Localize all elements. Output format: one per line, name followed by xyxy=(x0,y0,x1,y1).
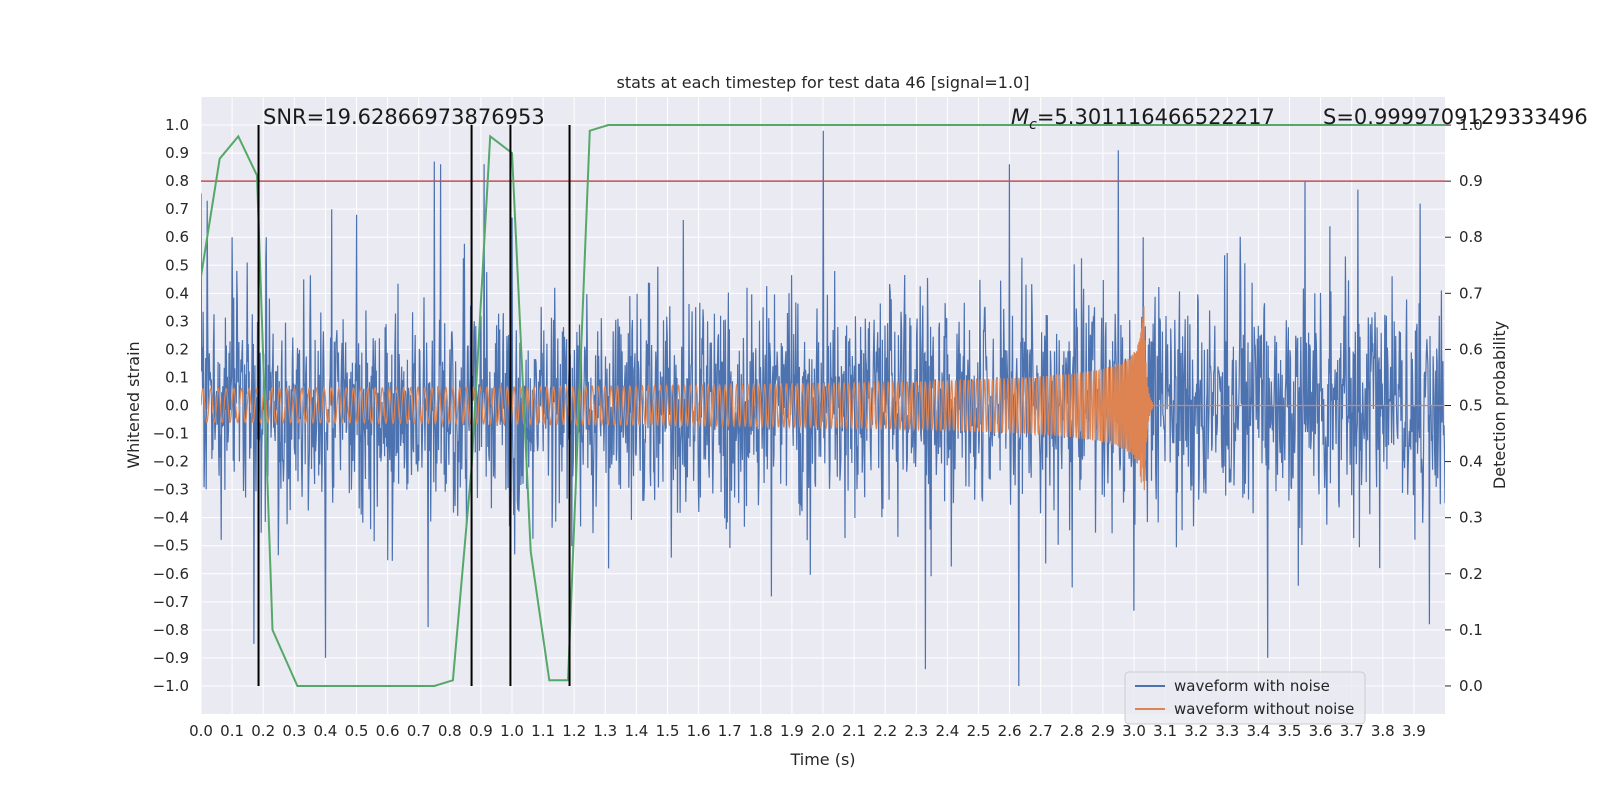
x-tick-label: 3.4 xyxy=(1246,722,1270,740)
y-tick-label: −0.1 xyxy=(153,425,189,443)
chart-title: stats at each timestep for test data 46 … xyxy=(617,73,1030,92)
clean-waveform-line xyxy=(201,306,1445,491)
x-tick-label: 3.8 xyxy=(1371,722,1395,740)
y-tick-label: −0.5 xyxy=(153,537,189,555)
x-tick-label: 0.7 xyxy=(407,722,431,740)
x-tick-label: 2.6 xyxy=(998,722,1022,740)
x-tick-label: 3.5 xyxy=(1278,722,1302,740)
x-tick-label: 1.5 xyxy=(656,722,680,740)
legend: waveform with noise waveform without noi… xyxy=(1124,671,1366,725)
x-tick-label: 0.5 xyxy=(345,722,369,740)
x-tick-label: 2.0 xyxy=(811,722,835,740)
y-tick-label: 0.9 xyxy=(165,144,189,162)
y-tick-label: −0.7 xyxy=(153,593,189,611)
x-tick-label: 0.2 xyxy=(251,722,275,740)
y-right-tick-label: 0.2 xyxy=(1459,565,1483,583)
x-tick-label: 1.6 xyxy=(687,722,711,740)
x-tick-label: 2.4 xyxy=(935,722,959,740)
x-tick-label: 0.9 xyxy=(469,722,493,740)
x-tick-label: 1.1 xyxy=(531,722,555,740)
y-tick-label: −0.8 xyxy=(153,621,189,639)
chirp-mass-annotation: Mc=5.301116466522217 xyxy=(1011,105,1275,133)
y-axis-label: Whitened strain xyxy=(124,341,143,468)
y-tick-label: 0.6 xyxy=(165,228,189,246)
x-tick-label: 2.5 xyxy=(967,722,991,740)
x-tick-label: 0.3 xyxy=(282,722,306,740)
x-tick-label: 3.2 xyxy=(1184,722,1208,740)
x-tick-label: 3.3 xyxy=(1215,722,1239,740)
x-axis-label: Time (s) xyxy=(789,750,855,769)
x-tick-label: 3.0 xyxy=(1122,722,1146,740)
y-right-tick-label: 0.6 xyxy=(1459,340,1483,358)
y-tick-label: −0.6 xyxy=(153,565,189,583)
x-tick-label: 1.4 xyxy=(624,722,648,740)
y-right-tick-label: 1.0 xyxy=(1459,116,1483,134)
y-tick-label: −0.3 xyxy=(153,481,189,499)
y-axis-ticks: 1.0 0.9 0.8 0.7 0.6 0.5 0.4 0.3 0.2 0.1 0.0 −0.1 −0.… xyxy=(153,116,189,695)
y-tick-label: −0.9 xyxy=(153,649,189,667)
x-tick-label: 3.9 xyxy=(1402,722,1426,740)
y-tick-label: 0.4 xyxy=(165,284,189,302)
snr-annotation: SNR=19.62866973876953 xyxy=(263,105,545,129)
y-tick-label: −1.0 xyxy=(153,677,189,695)
x-tick-label: 0.6 xyxy=(376,722,400,740)
y-tick-label: −0.4 xyxy=(153,509,189,527)
legend-label-clean: waveform without noise xyxy=(1174,700,1354,718)
x-tick-label: 2.8 xyxy=(1060,722,1084,740)
x-tick-label: 1.8 xyxy=(749,722,773,740)
y-tick-label: 0.8 xyxy=(165,172,189,190)
chirp-mass-symbol: M xyxy=(1011,105,1029,129)
x-tick-label: 0.8 xyxy=(438,722,462,740)
y-tick-label: 0.0 xyxy=(165,397,189,415)
x-tick-label: 3.1 xyxy=(1153,722,1177,740)
x-tick-label: 1.3 xyxy=(593,722,617,740)
y-tick-label: 1.0 xyxy=(165,116,189,134)
x-tick-label: 3.7 xyxy=(1340,722,1364,740)
y-tick-label: 0.5 xyxy=(165,256,189,274)
legend-label-noise: waveform with noise xyxy=(1174,677,1330,695)
x-tick-label: 2.2 xyxy=(873,722,897,740)
series-layer xyxy=(201,124,1445,687)
legend-box xyxy=(1124,671,1366,725)
y-right-tick-label: 0.3 xyxy=(1459,509,1483,527)
x-tick-label: 0.4 xyxy=(313,722,337,740)
x-tick-label: 2.7 xyxy=(1029,722,1053,740)
x-tick-label: 1.9 xyxy=(780,722,804,740)
y-tick-label: 0.7 xyxy=(165,200,189,218)
chirp-mass-subscript: c xyxy=(1029,117,1037,133)
y-right-tick-label: 0.5 xyxy=(1459,397,1483,415)
x-tick-label: 1.2 xyxy=(562,722,586,740)
y-tick-label: 0.3 xyxy=(165,312,189,330)
x-tick-label: 1.0 xyxy=(500,722,524,740)
y-axis-right-label: Detection probability xyxy=(1490,321,1509,489)
x-tick-label: 0.0 xyxy=(189,722,213,740)
x-axis-ticks: 0.0 0.1 0.2 0.3 0.4 0.5 0.6 0.7 0.8 0.9 1.0 1.1 1.2 1… xyxy=(189,722,1426,740)
y-tick-label: −0.2 xyxy=(153,453,189,471)
y-right-tick-label: 0.4 xyxy=(1459,453,1483,471)
y-right-tick-label: 0.8 xyxy=(1459,228,1483,246)
y-right-tick-label: 0.7 xyxy=(1459,284,1483,302)
noisy-waveform-line xyxy=(201,130,1445,687)
x-tick-label: 2.1 xyxy=(842,722,866,740)
y-tick-label: 0.1 xyxy=(165,368,189,386)
score-annotation: S=0.9999709129333496 xyxy=(1323,105,1588,129)
y-tick-label: 0.2 xyxy=(165,340,189,358)
y-axis-right-ticks: 1.0 0.9 0.8 0.7 0.6 0.5 0.4 0.3 0.2 0.1 0.0 xyxy=(1445,116,1483,695)
x-tick-label: 2.9 xyxy=(1091,722,1115,740)
x-tick-label: 2.3 xyxy=(904,722,928,740)
x-tick-label: 1.7 xyxy=(718,722,742,740)
chirp-mass-value: =5.301116466522217 xyxy=(1037,105,1275,129)
y-right-tick-label: 0.0 xyxy=(1459,677,1483,695)
detection-probability-line xyxy=(201,124,1445,687)
y-right-tick-label: 0.9 xyxy=(1459,172,1483,190)
y-right-tick-label: 0.1 xyxy=(1459,621,1483,639)
x-tick-label: 0.1 xyxy=(220,722,244,740)
x-tick-label: 3.6 xyxy=(1309,722,1333,740)
